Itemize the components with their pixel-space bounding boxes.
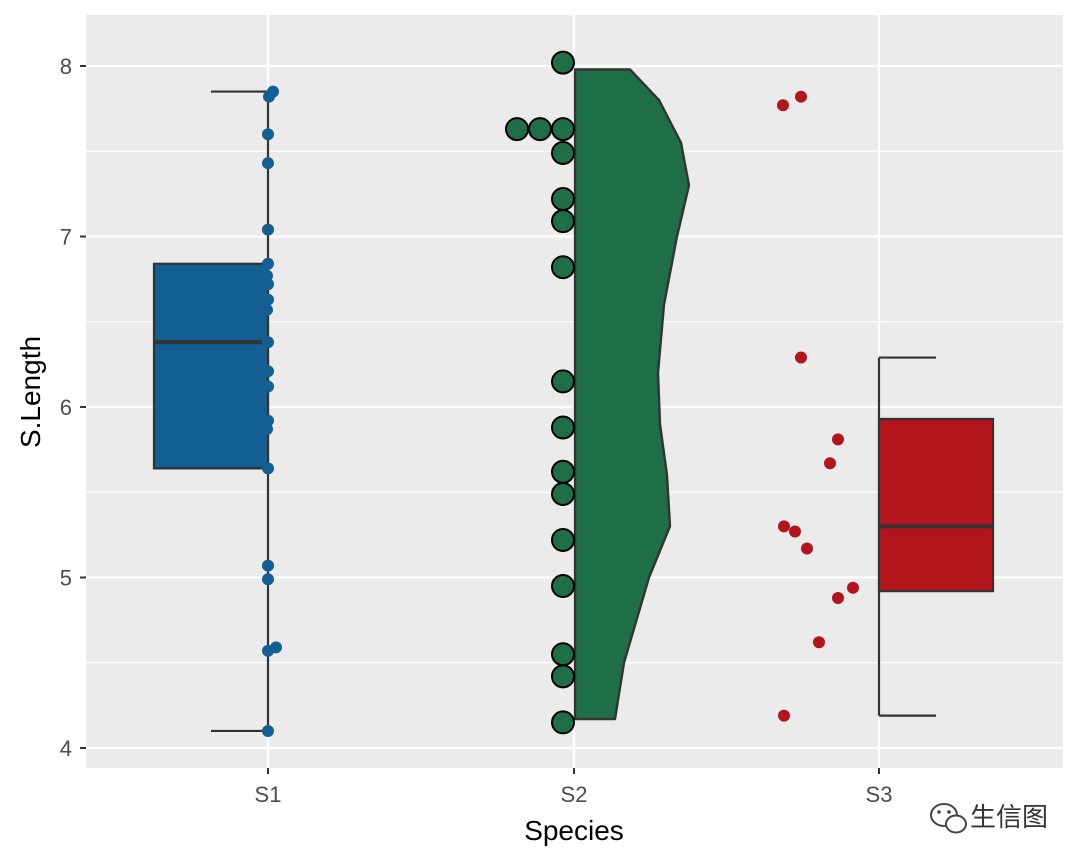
s1-point (262, 573, 274, 586)
s2-point (551, 481, 575, 506)
x-tick-label-s3: S3 (866, 782, 893, 807)
x-axis-title: Species (524, 815, 624, 846)
s1-point (262, 128, 274, 141)
s1-point (262, 293, 274, 306)
s1-point (262, 336, 274, 349)
x-tick-label-s2: S2 (561, 782, 588, 807)
s2-point (528, 117, 552, 142)
s1-point (263, 90, 275, 103)
axes: 4 5 6 7 8 S1 S2 S3 (60, 54, 893, 807)
y-tick-label: 4 (60, 736, 72, 761)
wechat-icon (930, 803, 967, 834)
s1-point (262, 380, 274, 393)
s2-point (551, 574, 575, 599)
s2-point (551, 664, 575, 689)
s1-point (262, 278, 274, 291)
y-tick-label: 5 (60, 566, 72, 591)
s3-point (847, 581, 859, 594)
s3-point (795, 90, 807, 103)
s1-point (262, 157, 274, 170)
s3-point (778, 520, 790, 533)
watermark: 生信图 (930, 803, 1048, 834)
x-tick-label-s1: S1 (255, 782, 282, 807)
s2-point (551, 117, 575, 142)
s1-point (262, 462, 274, 475)
s3-point (824, 457, 836, 470)
s1-point (262, 559, 274, 572)
s2-point (551, 140, 575, 165)
s1-point (261, 423, 273, 436)
y-tick-label: 8 (60, 54, 72, 79)
y-axis-title: S.Length (15, 336, 46, 448)
s1-point (262, 644, 274, 657)
s1-point (262, 365, 274, 378)
s2-point (551, 710, 575, 735)
s1-point (262, 223, 274, 236)
s1-point (262, 257, 274, 270)
s2-point (551, 255, 575, 280)
s3-point (789, 525, 801, 538)
s2-point (551, 369, 575, 394)
s2-violin (573, 68, 691, 721)
watermark-text: 生信图 (970, 803, 1048, 833)
y-tick-label: 6 (60, 395, 72, 420)
s3-point (832, 591, 844, 604)
y-tick-label: 7 (60, 225, 72, 250)
s1-box (152, 262, 270, 470)
s3-box (877, 417, 995, 593)
s2-point (551, 209, 575, 234)
s2-point (551, 459, 575, 484)
s2-point (551, 415, 575, 440)
s2-point (551, 642, 575, 667)
s1-point (261, 303, 273, 316)
s1-point (262, 724, 274, 737)
s3-point (777, 99, 789, 112)
s3-point (795, 351, 807, 364)
s3-point (813, 636, 825, 649)
geoms (152, 50, 995, 737)
s2-point (551, 50, 575, 75)
s2-point (551, 186, 575, 211)
s2-point (551, 527, 575, 552)
s3-point (778, 709, 790, 722)
s2-point (505, 117, 529, 142)
s3-point (801, 542, 813, 555)
s3-point (832, 433, 844, 446)
